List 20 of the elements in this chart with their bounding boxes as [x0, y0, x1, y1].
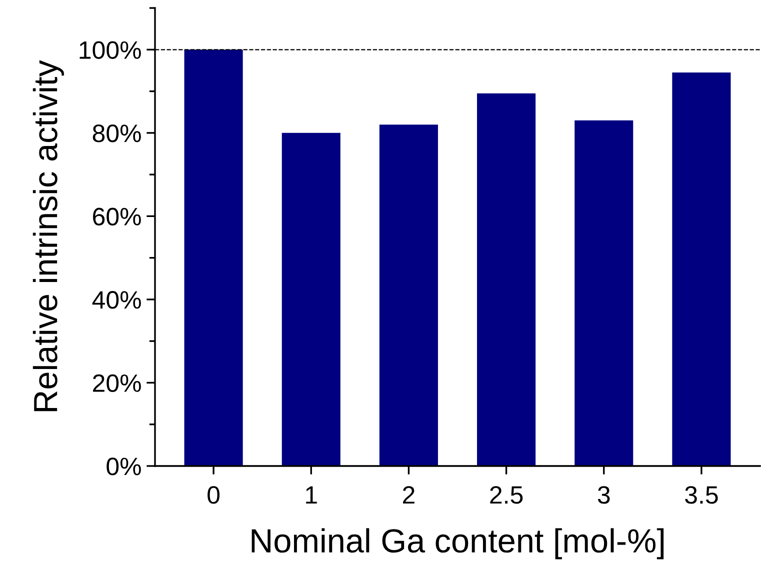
bar — [672, 72, 731, 466]
x-tick-label: 3 — [598, 486, 610, 504]
bar — [379, 124, 438, 466]
bar — [574, 120, 634, 466]
y-tick-label: 60% — [93, 208, 141, 226]
bar — [477, 93, 536, 466]
x-tick-label: 1 — [306, 486, 317, 504]
y-tick-label: 0% — [106, 458, 141, 476]
y-tick-label: 100% — [80, 41, 141, 59]
bar — [282, 132, 340, 466]
x-axis-title: Nominal Ga content [mol-%] — [252, 528, 664, 560]
y-tick-label: 20% — [93, 374, 141, 392]
x-tick-label: 3.5 — [685, 486, 718, 504]
y-tick-label: 80% — [92, 124, 141, 142]
y-tick-label: 40% — [92, 291, 141, 309]
x-tick-label: 0 — [208, 486, 220, 504]
bar — [184, 50, 243, 466]
y-axis-title: Relative intrinsic activity — [32, 60, 64, 412]
x-tick-label: 2 — [403, 486, 414, 504]
x-tick-label: 2.5 — [490, 486, 523, 504]
